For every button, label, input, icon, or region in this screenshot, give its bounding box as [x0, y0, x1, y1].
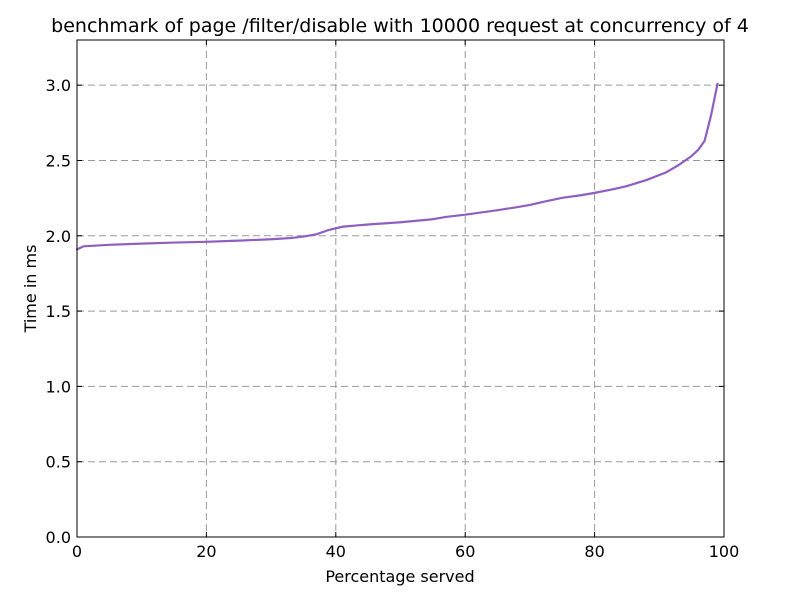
y-tick-label: 2.0: [46, 227, 71, 246]
chart-title: benchmark of page /filter/disable with 1…: [51, 15, 749, 37]
grid-layer: [77, 40, 724, 537]
y-tick-label: 3.0: [46, 76, 71, 95]
x-tick-label: 20: [196, 542, 216, 561]
x-tick-label: 80: [584, 542, 604, 561]
plot-frame: [76, 39, 725, 538]
x-axis-title: Percentage served: [325, 567, 474, 586]
y-tick-label: 2.5: [46, 151, 71, 170]
x-tick-label: 0: [72, 542, 82, 561]
y-tick-label: 0.0: [46, 528, 71, 547]
y-axis-title: Time in ms: [21, 245, 40, 334]
series-line-0: [75, 82, 719, 251]
tick-layer: 0 20 40 60 80 100 0.0 0.5 1.0 1.5 2.0 2.5 3.0: [46, 40, 740, 561]
y-tick-label: 1.5: [46, 302, 71, 321]
x-tick-label: 60: [455, 542, 475, 561]
x-tick-label: 40: [326, 542, 346, 561]
x-tick-label: 100: [709, 542, 740, 561]
y-tick-label: 1.0: [46, 377, 71, 396]
series-layer: [75, 82, 719, 251]
y-tick-label: 0.5: [46, 453, 71, 472]
